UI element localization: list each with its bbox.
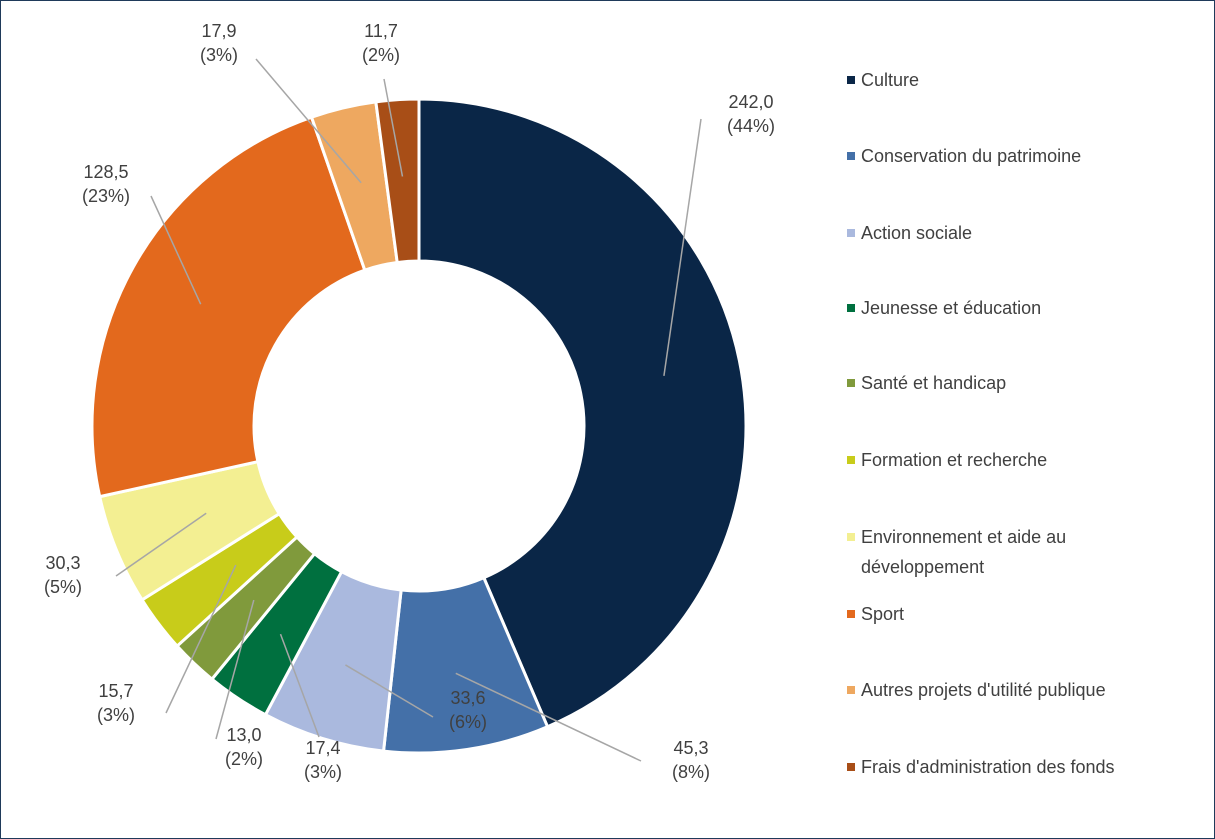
data-label-percent: (23%) [82,186,130,206]
donut-slice [90,115,367,499]
legend-label: Sport [861,604,905,624]
leader-line [455,672,642,762]
leader-line [115,512,207,577]
legend-label: Santé et handicap [861,373,1007,393]
leader-line [279,633,320,738]
donut-slice [374,97,421,265]
leader-line [255,58,362,184]
legend-swatch [847,304,855,312]
data-label-percent: (2%) [225,749,263,769]
leader-line [215,599,255,740]
legend-swatch [847,533,855,541]
legend-item: Conservation du patrimoine [847,141,1201,171]
data-label: 242,0 [728,92,773,112]
legend-swatch [847,610,855,618]
legend-item: Formation et recherche [847,445,1201,475]
data-label: 128,5 [83,162,128,182]
data-label: 45,3 [673,738,708,758]
data-label-percent: (3%) [304,762,342,782]
legend-label: Jeunesse et éducation [861,298,1042,318]
legend-swatch [847,686,855,694]
data-label: 33,6 [450,688,485,708]
legend-swatch [847,763,855,771]
legend-item: Action sociale [847,218,1201,248]
legend-item: Santé et handicap [847,368,1201,398]
data-label-percent: (5%) [44,577,82,597]
legend-swatch [847,76,855,84]
legend-label: Environnement et aide au développement [861,527,1067,577]
leader-line [165,564,237,714]
leader-line [345,664,434,718]
legend-label: Autres projets d'utilité publique [861,680,1106,700]
leader-line [383,78,404,177]
legend-label: Culture [861,70,920,90]
data-label: 15,7 [98,681,133,701]
leader-line [663,118,702,376]
legend-label: Formation et recherche [861,450,1048,470]
legend-swatch [847,379,855,387]
leader-line [150,195,202,305]
data-label-percent: (44%) [727,116,775,136]
legend-item: Environnement et aide au développement [847,522,1131,582]
data-label-percent: (8%) [672,762,710,782]
data-label-percent: (2%) [362,45,400,65]
data-label-percent: (6%) [449,712,487,732]
data-label: 11,7 [364,21,398,41]
legend-swatch [847,152,855,160]
donut-slice [417,97,748,729]
legend-item: Autres projets d'utilité publique [847,675,1201,705]
data-label-percent: (3%) [97,705,135,725]
legend-label: Action sociale [861,223,973,243]
legend-item: Frais d'administration des fonds [847,752,1201,782]
data-label-percent: (3%) [200,45,238,65]
legend-label: Frais d'administration des fonds [861,757,1115,777]
legend-item: Culture [847,65,1201,95]
legend-label: Conservation du patrimoine [861,146,1082,166]
legend-item: Jeunesse et éducation [847,293,1201,323]
data-label: 13,0 [226,725,261,745]
legend-swatch [847,229,855,237]
legend-swatch [847,456,855,464]
data-label: 30,3 [45,553,80,573]
legend-item: Sport [847,599,1201,629]
data-label: 17,4 [305,738,340,758]
data-label: 17,9 [201,21,236,41]
